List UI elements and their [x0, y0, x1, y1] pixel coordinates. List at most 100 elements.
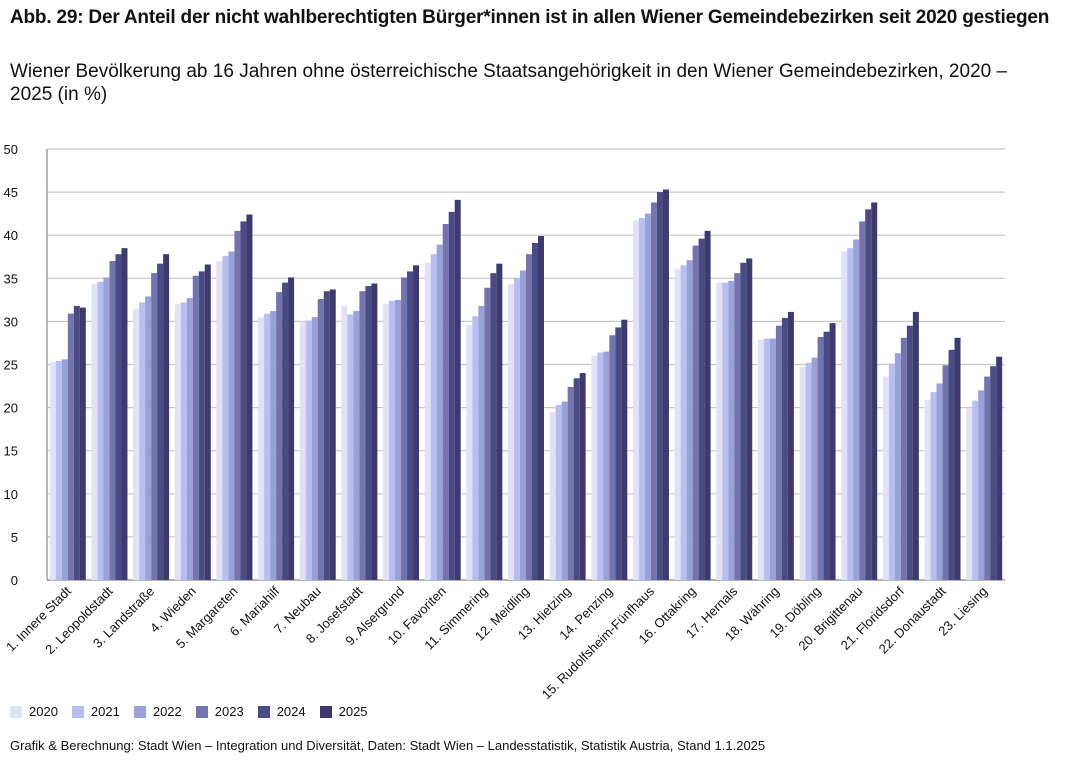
bar-2023	[526, 254, 532, 580]
bar-2022	[228, 251, 235, 580]
bar-2025	[79, 307, 86, 580]
bar-2023	[67, 313, 74, 580]
bar-2024	[240, 221, 247, 580]
bar-2022	[103, 277, 110, 580]
y-tick-label: 50	[4, 142, 18, 157]
bar-2022	[603, 351, 610, 580]
bar-2020	[133, 308, 140, 580]
bar-2023	[775, 325, 782, 580]
bar-2020	[466, 324, 473, 580]
bar-2020	[299, 321, 306, 580]
bar-2023	[650, 202, 657, 580]
bar-2022	[978, 390, 985, 580]
y-tick-label: 0	[11, 573, 18, 588]
bar-2023	[359, 291, 366, 580]
y-tick-label: 40	[4, 228, 18, 243]
bar-2021	[680, 265, 687, 580]
bar-2025	[871, 202, 878, 580]
bar-2020	[716, 282, 723, 580]
bar-2023	[317, 298, 324, 580]
bar-2020	[91, 284, 98, 580]
bar-2020	[424, 262, 431, 580]
bar-2020	[924, 399, 931, 580]
legend-item: 2023	[195, 704, 244, 719]
bar-2024	[740, 262, 747, 580]
chart-title: Abb. 29: Der Anteil der nicht wahlberech…	[10, 7, 1050, 28]
bar-2025	[829, 323, 836, 580]
legend-swatch	[71, 705, 84, 718]
legend-item: 2024	[257, 704, 306, 719]
bar-2023	[401, 277, 408, 580]
bar-2022	[395, 299, 402, 580]
legend-item: 2022	[133, 704, 182, 719]
bar-2025	[746, 258, 753, 580]
bar-2023	[192, 275, 199, 580]
bar-2023	[151, 273, 158, 580]
bar-2023	[609, 335, 616, 580]
bar-2023	[984, 376, 991, 580]
bar-2025	[662, 189, 669, 580]
bar-2021	[722, 282, 729, 580]
bar-2024	[906, 325, 913, 580]
bar-2024	[115, 254, 122, 580]
bar-2022	[561, 401, 568, 580]
bar-2022	[936, 383, 943, 580]
chart-subtitle: Wiener Bevölkerung ab 16 Jahren ohne öst…	[10, 61, 1008, 105]
bar-2024	[198, 271, 205, 580]
bar-2022	[61, 359, 68, 580]
legend-label: 2024	[276, 704, 306, 719]
bar-2023	[484, 287, 491, 580]
bar-2023	[859, 221, 866, 580]
bar-2021	[972, 400, 979, 580]
bar-2022	[520, 270, 526, 580]
bar-2021	[763, 338, 770, 580]
bar-2021	[597, 352, 604, 580]
bar-2023	[109, 261, 116, 580]
bar-2021	[180, 302, 187, 580]
bar-2020	[757, 339, 764, 580]
bar-2021	[555, 405, 562, 580]
bar-2022	[686, 260, 693, 580]
legend-item: 2025	[319, 704, 368, 719]
legend-label: 2021	[90, 704, 120, 719]
bar-2022	[894, 353, 901, 580]
bar-2022	[311, 317, 318, 580]
bar-2020	[383, 304, 390, 580]
source-note: Grafik & Berechnung: Stadt Wien – Integr…	[10, 738, 766, 753]
bar-2023	[276, 292, 283, 580]
bar-2025	[496, 263, 503, 580]
legend-swatch	[195, 705, 208, 718]
bar-2025	[621, 319, 628, 580]
bar-2021	[430, 254, 437, 580]
bar-2021	[389, 300, 396, 580]
bar-2022	[145, 296, 152, 580]
bar-2022	[853, 239, 860, 580]
bar-2024	[323, 291, 330, 580]
bar-2021	[888, 363, 895, 580]
bar-2024	[948, 349, 955, 580]
bar-2021	[222, 255, 229, 580]
bar-2025	[579, 373, 586, 580]
bar-2023	[442, 223, 449, 580]
bar-2025	[413, 265, 420, 580]
bar-2022	[478, 305, 485, 580]
bar-2020	[966, 408, 973, 580]
bar-2021	[305, 320, 312, 580]
bar-2025	[288, 277, 295, 580]
bar-2025	[954, 337, 961, 580]
legend: 2020 2021 2022 2023 2024 2025	[10, 704, 368, 719]
bar-2021	[514, 278, 520, 580]
bar-2025	[163, 254, 170, 580]
bar-2020	[674, 268, 681, 580]
y-tick-label: 30	[4, 314, 18, 329]
bar-2025	[912, 311, 919, 580]
bar-2025	[246, 214, 253, 580]
legend-label: 2023	[214, 704, 244, 719]
y-tick-label: 5	[11, 530, 18, 545]
bar-2020	[508, 284, 514, 580]
legend-label: 2025	[338, 704, 368, 719]
bar-2023	[567, 386, 574, 580]
y-tick-label: 10	[4, 487, 18, 502]
legend-swatch	[10, 705, 22, 718]
